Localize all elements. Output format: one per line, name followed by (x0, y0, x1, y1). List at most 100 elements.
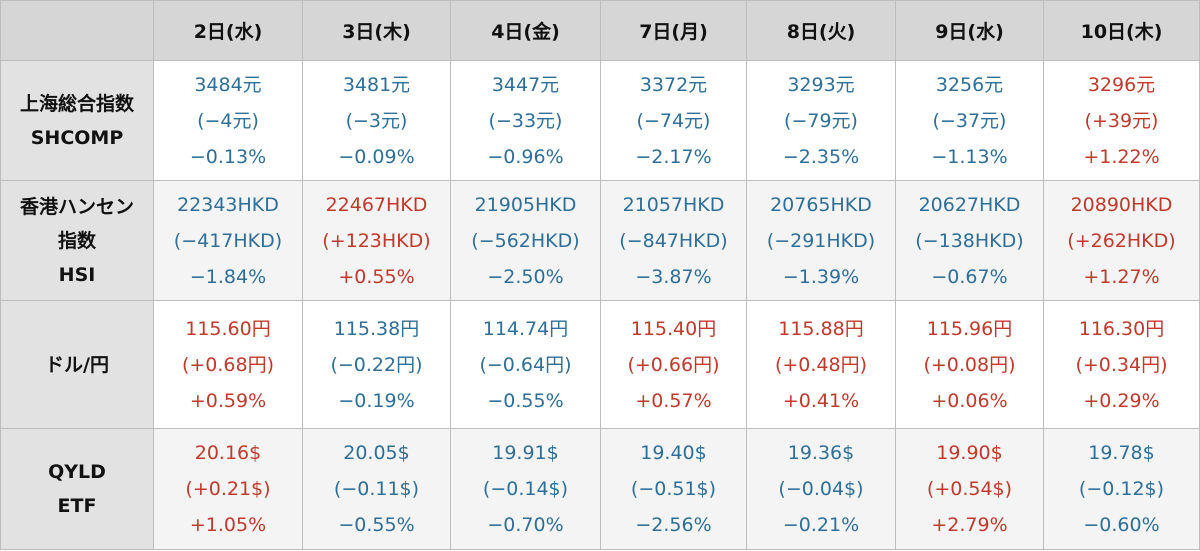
price-value: 19.40$ (640, 442, 707, 464)
price-value: 19.91$ (492, 442, 559, 464)
data-cell: 115.96円 (+0.08円) +0.06% (895, 300, 1044, 429)
data-cell: 115.38円 (−0.22円) −0.19% (302, 300, 451, 429)
percent-value: −0.60% (1083, 514, 1160, 536)
change-value: (+0.68円) (181, 353, 275, 376)
data-cell: 115.88円 (+0.48円) +0.41% (746, 300, 896, 429)
day-header: 8日(火) (746, 0, 896, 61)
data-cell: 19.36$ (−0.04$) −0.21% (746, 428, 896, 550)
change-value: (+262HKD) (1067, 229, 1176, 252)
table-row: 上海総合指数 SHCOMP 3484元 (−4元) −0.13% 3481元 (−3元… (0, 60, 1200, 181)
price-value: 116.30円 (1078, 317, 1165, 340)
percent-value: +0.55% (338, 265, 415, 288)
percent-value: −3.87% (635, 265, 712, 288)
change-value: (−0.04$) (778, 478, 864, 500)
row-label: 上海総合指数 SHCOMP (0, 60, 154, 181)
data-cell: 21905HKD (−562HKD) −2.50% (450, 180, 601, 301)
row-label-line: 指数 (57, 229, 96, 252)
day-header: 10日(木) (1043, 0, 1200, 61)
percent-value: +0.29% (1083, 389, 1160, 412)
percent-value: −0.13% (189, 145, 267, 168)
price-value: 20.16$ (194, 442, 262, 464)
row-label-line: 上海総合指数 (19, 92, 134, 115)
data-cell: 115.60円 (+0.68円) +0.59% (153, 300, 303, 429)
data-cell: 19.91$ (−0.14$) −0.70% (450, 428, 601, 550)
data-cell: 22467HKD (+123HKD) +0.55% (302, 180, 451, 301)
price-value: 114.74円 (482, 317, 569, 340)
percent-value: +0.59% (189, 389, 267, 412)
percent-value: −0.55% (487, 389, 564, 412)
price-value: 21905HKD (474, 193, 577, 216)
price-value: 20.05$ (343, 442, 410, 464)
table-row: QYLD ETF 20.16$ (+0.21$) +1.05% 20.05$ (−0.… (0, 428, 1200, 550)
change-value: (−33元) (488, 109, 563, 132)
price-value: 22343HKD (177, 193, 279, 216)
row-label: 香港ハンセン 指数 HSI (0, 180, 154, 301)
change-value: (−0.64円) (479, 353, 572, 376)
price-value: 3372元 (639, 73, 708, 96)
data-cell: 116.30円 (+0.34円) +0.29% (1043, 300, 1200, 429)
change-value: (−3元) (345, 109, 408, 132)
data-cell: 3293元 (−79元) −2.35% (746, 60, 896, 181)
day-header: 7日(月) (600, 0, 747, 61)
data-cell: 20627HKD (−138HKD) −0.67% (895, 180, 1044, 301)
row-label-line: SHCOMP (30, 126, 124, 149)
price-value: 3296元 (1087, 73, 1156, 96)
day-header: 9日(水) (895, 0, 1044, 61)
change-value: (−0.14$) (482, 478, 569, 500)
day-header: 4日(金) (450, 0, 601, 61)
percent-value: −0.55% (338, 514, 415, 536)
data-cell: 3296元 (+39元) +1.22% (1043, 60, 1200, 181)
change-value: (+0.34円) (1075, 353, 1168, 376)
change-value: (−138HKD) (915, 229, 1024, 252)
percent-value: −0.09% (338, 145, 415, 168)
percent-value: −1.13% (931, 145, 1008, 168)
row-label-line: QYLD (48, 461, 106, 483)
data-cell: 114.74円 (−0.64円) −0.55% (450, 300, 601, 429)
table-row: ドル/円 115.60円 (+0.68円) +0.59% 115.38円 (−0.22… (0, 300, 1200, 429)
data-cell: 20.05$ (−0.11$) −0.55% (302, 428, 451, 550)
price-value: 3447元 (491, 73, 560, 96)
percent-value: −2.35% (782, 145, 860, 168)
price-value: 115.88円 (778, 317, 864, 340)
data-cell: 115.40円 (+0.66円) +0.57% (600, 300, 747, 429)
price-value: 115.38円 (333, 317, 420, 340)
change-value: (−0.51$) (630, 478, 717, 500)
price-value: 115.40円 (630, 317, 717, 340)
percent-value: −1.39% (782, 265, 860, 288)
percent-value: −2.17% (635, 145, 712, 168)
row-label-line: ETF (57, 495, 97, 517)
data-cell: 3256元 (−37元) −1.13% (895, 60, 1044, 181)
percent-value: +1.22% (1083, 145, 1160, 168)
percent-value: −0.67% (931, 265, 1008, 288)
percent-value: +0.41% (782, 389, 860, 412)
data-cell: 19.40$ (−0.51$) −2.56% (600, 428, 747, 550)
change-value: (+0.21$) (185, 478, 271, 500)
row-label: ドル/円 (0, 300, 154, 429)
change-value: (−0.22円) (330, 353, 423, 376)
corner-cell (0, 0, 154, 61)
data-cell: 3372元 (−74元) −2.17% (600, 60, 747, 181)
change-value: (−79元) (784, 109, 858, 132)
percent-value: −0.21% (782, 514, 860, 536)
change-value: (+39元) (1084, 109, 1159, 132)
change-value: (−37元) (932, 109, 1007, 132)
change-value: (−417HKD) (173, 229, 283, 252)
data-cell: 19.78$ (−0.12$) −0.60% (1043, 428, 1200, 550)
day-header: 2日(水) (153, 0, 303, 61)
day-header: 3日(木) (302, 0, 451, 61)
price-value: 115.60円 (185, 317, 271, 340)
price-value: 20627HKD (918, 193, 1021, 216)
data-cell: 3484元 (−4元) −0.13% (153, 60, 303, 181)
change-value: (+0.48円) (774, 353, 868, 376)
table-row: 香港ハンセン 指数 HSI 22343HKD (−417HKD) −1.84% 22… (0, 180, 1200, 301)
header-row: 2日(水) 3日(木) 4日(金) 7日(月) 8日(火) 9日(水) 10日(… (0, 0, 1200, 61)
row-label-line: 香港ハンセン (19, 195, 134, 218)
change-value: (+0.08円) (923, 353, 1016, 376)
percent-value: +2.79% (931, 514, 1008, 536)
price-value: 22467HKD (325, 193, 428, 216)
price-value: 3293元 (787, 73, 855, 96)
percent-value: −2.56% (635, 514, 712, 536)
percent-value: +0.57% (635, 389, 712, 412)
percent-value: −0.70% (487, 514, 564, 536)
